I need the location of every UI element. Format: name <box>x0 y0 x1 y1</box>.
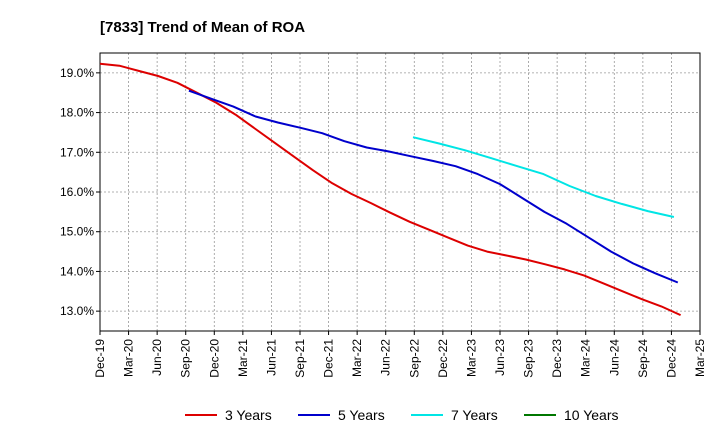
grid-lines <box>100 53 700 331</box>
y-tick-label: 17.0% <box>60 145 94 159</box>
x-tick-label: Mar-23 <box>464 339 478 377</box>
x-tick-label: Sep-21 <box>293 339 307 378</box>
x-tick-label: Jun-22 <box>379 339 393 376</box>
legend: 3 Years 5 Years 7 Years 10 Years <box>185 407 619 423</box>
legend-item: 10 Years <box>524 407 619 423</box>
series-line-3-years <box>99 62 682 317</box>
x-tick-label: Sep-24 <box>636 339 650 378</box>
x-tick-label: Sep-20 <box>179 339 193 378</box>
y-tick-label: 16.0% <box>60 185 94 199</box>
x-tick-label: Dec-22 <box>436 339 450 378</box>
y-tick-label: 14.0% <box>60 264 94 278</box>
x-tick-label: Dec-19 <box>93 339 107 378</box>
x-tick-label: Mar-24 <box>579 339 593 377</box>
x-tick-label: Mar-20 <box>122 339 136 377</box>
legend-item: 3 Years <box>185 407 272 423</box>
legend-item: 7 Years <box>411 407 498 423</box>
x-tick-label: Jun-23 <box>493 339 507 376</box>
y-tick-label: 19.0% <box>60 66 94 80</box>
legend-label: 10 Years <box>564 407 619 423</box>
y-tick-label: 15.0% <box>60 225 94 239</box>
x-tick-label: Dec-21 <box>322 339 336 378</box>
x-tick-label: Sep-23 <box>522 339 536 378</box>
chart-title: [7833] Trend of Mean of ROA <box>100 19 305 36</box>
x-tick-label: Dec-23 <box>550 339 564 378</box>
x-tick-label: Sep-22 <box>407 339 421 378</box>
x-tick-label: Dec-24 <box>664 339 678 378</box>
series-lines <box>99 62 682 317</box>
series-line-7-years <box>412 136 675 218</box>
x-tick-label: Jun-20 <box>150 339 164 376</box>
x-tick-label: Dec-20 <box>207 339 221 378</box>
x-tick-label: Jun-24 <box>607 339 621 376</box>
x-tick-label: Mar-21 <box>236 339 250 377</box>
y-axis: 13.0% 14.0% 15.0% 16.0% 17.0% 18.0% 19.0% <box>60 66 100 318</box>
legend-label: 5 Years <box>338 407 385 423</box>
legend-label: 3 Years <box>225 407 272 423</box>
legend-item: 5 Years <box>298 407 385 423</box>
x-tick-label: Mar-22 <box>350 339 364 377</box>
series-line-5-years <box>188 89 679 284</box>
x-tick-label: Jun-21 <box>264 339 278 376</box>
legend-label: 7 Years <box>451 407 498 423</box>
x-tick-label: Mar-25 <box>693 339 707 377</box>
y-tick-label: 18.0% <box>60 106 94 120</box>
x-axis: Dec-19 Mar-20 Jun-20 Sep-20 Dec-20 Mar-21 Jun-… <box>93 331 707 378</box>
y-tick-label: 13.0% <box>60 304 94 318</box>
